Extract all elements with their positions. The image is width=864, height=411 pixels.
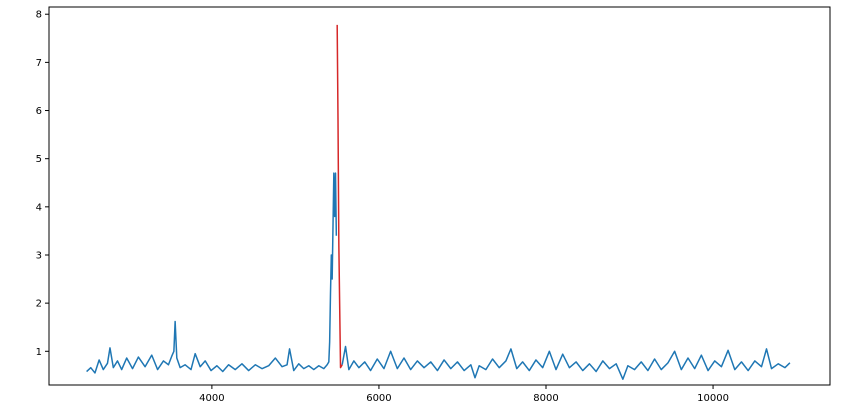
- x-tick-label: 6000: [366, 393, 391, 404]
- series-layer: [86, 24, 791, 380]
- y-tick-label: 6: [36, 106, 42, 117]
- series-line-2: [336, 24, 343, 369]
- series-line-1: [86, 172, 338, 374]
- y-tick-label: 8: [36, 10, 42, 21]
- series-line-3: [341, 345, 791, 380]
- axes-layer: 4000 6000 8000 10000 1 2 3 4 5 6 7 8: [36, 6, 831, 404]
- y-tick-label: 2: [36, 299, 42, 310]
- x-tick-label: 4000: [199, 393, 224, 404]
- y-tick-label: 1: [36, 347, 42, 358]
- y-tick-label: 7: [36, 58, 42, 69]
- y-tick-label: 4: [36, 202, 42, 213]
- y-tick-label: 3: [36, 250, 42, 261]
- x-tick-label: 10000: [697, 393, 729, 404]
- plot-frame: [48, 6, 831, 386]
- y-tick-label: 5: [36, 154, 42, 165]
- x-tick-label: 8000: [533, 393, 558, 404]
